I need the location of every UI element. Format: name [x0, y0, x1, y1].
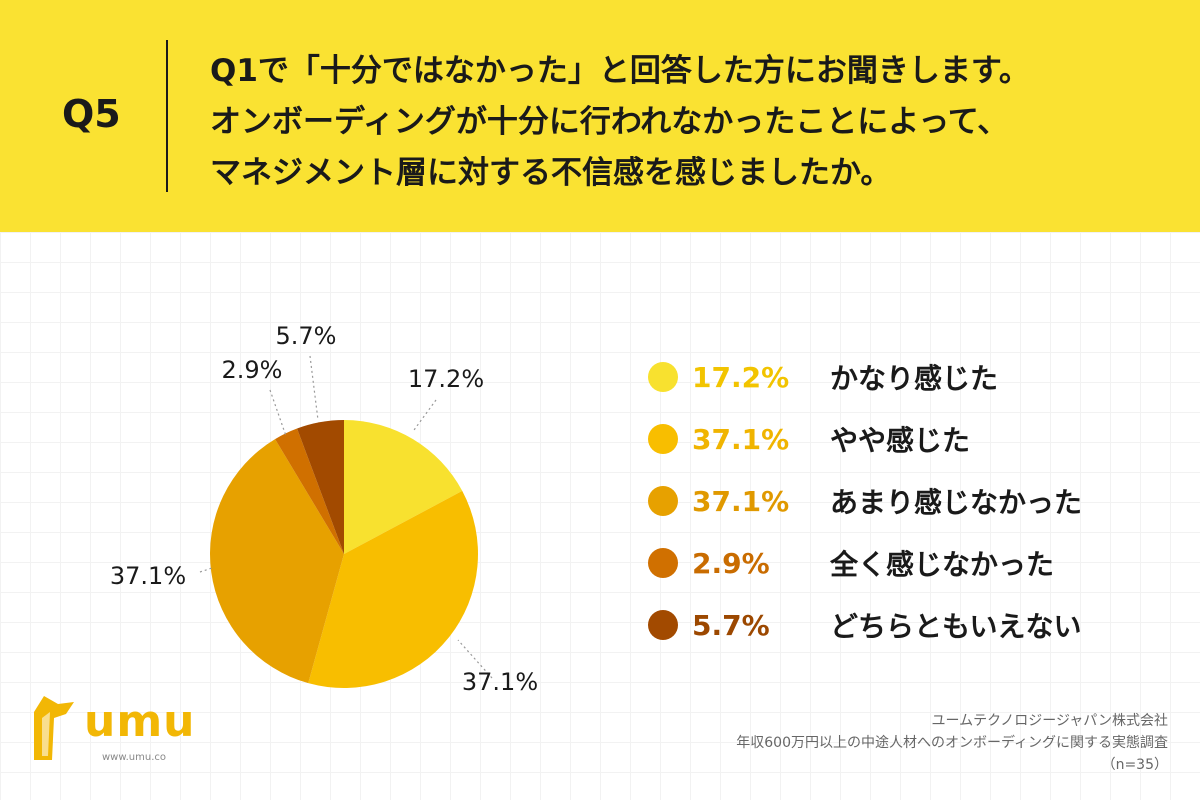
legend-swatch [648, 362, 678, 392]
pie-slice [297, 420, 344, 554]
umu-logo: umu www.umu.co [28, 692, 218, 772]
slice-label: 17.2% [408, 365, 484, 393]
pie-slice [344, 420, 463, 554]
header-divider [166, 40, 168, 192]
logo-url: www.umu.co [102, 752, 167, 763]
pie-slice [210, 439, 344, 684]
question-number: Q5 [62, 92, 121, 136]
legend-value: 17.2% [692, 360, 790, 394]
slice-label: 5.7% [276, 322, 337, 350]
legend-label: かなり感じた [830, 362, 999, 395]
legend-item: 2.9% 全く感じなかった [648, 532, 1082, 594]
legend-value: 2.9% [692, 546, 770, 580]
legend-swatch [648, 424, 678, 454]
source-survey: 年収600万円以上の中途人材へのオンボーディングに関する実態調査 [736, 735, 1168, 751]
question-line-3: マネジメント層に対する不信感を感じましたか。 [210, 155, 892, 191]
pie-slice [275, 428, 344, 554]
source-company: ユームテクノロジージャパン株式会社 [931, 713, 1168, 729]
source-n: （n=35） [1101, 757, 1168, 773]
legend-label: どちらともいえない [830, 610, 1082, 643]
legend-value: 37.1% [692, 422, 790, 456]
legend-value: 37.1% [692, 484, 790, 518]
question-line-2: オンボーディングが十分に行われなかったことによって、 [210, 104, 1009, 140]
legend-label: やや感じた [830, 424, 971, 457]
question-header: Q5 Q1で「十分ではなかった」と回答した方にお聞きします。 オンボーディングが… [0, 0, 1200, 230]
question-line-1: Q1で「十分ではなかった」と回答した方にお聞きします。 [210, 53, 1030, 89]
legend-item: 5.7% どちらともいえない [648, 594, 1082, 656]
pie-chart: 17.2% 37.1% 37.1% 2.9% 5.7% [110, 322, 538, 696]
legend-swatch [648, 548, 678, 578]
legend-label: 全く感じなかった [830, 548, 1055, 581]
giraffe-icon [34, 696, 74, 760]
leader-line [457, 639, 493, 679]
question-text: Q1で「十分ではなかった」と回答した方にお聞きします。 オンボーディングが十分に… [210, 46, 1170, 199]
slice-label: 37.1% [110, 562, 186, 590]
legend-item: 17.2% かなり感じた [648, 346, 1082, 408]
legend-label: あまり感じなかった [830, 486, 1083, 519]
legend-item: 37.1% やや感じた [648, 408, 1082, 470]
leader-line [413, 399, 437, 431]
legend-item: 37.1% あまり感じなかった [648, 470, 1082, 532]
legend-value: 5.7% [692, 608, 770, 642]
logo-word: umu [84, 696, 196, 747]
pie-slice [308, 490, 479, 688]
leader-line [309, 355, 319, 421]
legend-swatch [648, 486, 678, 516]
source-note: ユームテクノロジージャパン株式会社 年収600万円以上の中途人材へのオンボーディ… [736, 710, 1168, 776]
slice-label: 2.9% [222, 356, 283, 384]
slice-label: 37.1% [462, 668, 538, 696]
chart-panel: 17.2% 37.1% 37.1% 2.9% 5.7% 17.2% かなり感じた 37.… [0, 232, 1200, 800]
chart-legend: 17.2% かなり感じた 37.1% やや感じた 37.1% あまり感じなかった… [648, 346, 1082, 656]
legend-swatch [648, 610, 678, 640]
leader-line [199, 567, 213, 573]
leader-line [269, 389, 287, 437]
